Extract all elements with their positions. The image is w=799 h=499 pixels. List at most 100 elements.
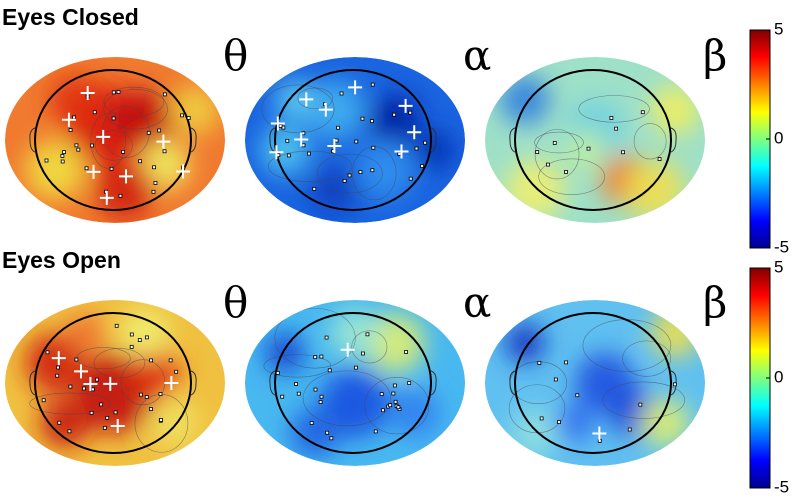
contour — [103, 86, 165, 117]
significant-cross — [294, 132, 309, 147]
head-outline — [514, 312, 672, 454]
electrode — [552, 140, 557, 145]
map-blob — [115, 90, 175, 150]
significant-cross — [394, 144, 409, 159]
significant-cross — [269, 145, 284, 160]
electrode — [553, 377, 558, 382]
contour — [316, 153, 383, 194]
electrode — [137, 338, 142, 342]
ear — [190, 127, 197, 153]
electrode — [535, 150, 540, 154]
contour — [93, 348, 146, 379]
electrode — [370, 119, 374, 123]
electrode — [56, 365, 60, 370]
ear — [430, 127, 437, 153]
significant-cross — [156, 134, 171, 149]
electrode — [342, 178, 347, 183]
electrode — [146, 130, 151, 135]
contour — [29, 392, 112, 415]
electrode — [388, 403, 393, 408]
band-label: θ — [223, 278, 248, 327]
contour — [364, 377, 430, 435]
electrode — [144, 335, 149, 340]
ear — [269, 127, 276, 153]
electrode — [546, 162, 550, 167]
electrode — [370, 82, 375, 87]
electrode — [82, 386, 86, 391]
electrode — [296, 391, 301, 396]
contour — [538, 158, 605, 195]
electrode — [334, 138, 339, 143]
electrode — [174, 369, 179, 374]
map-blob — [415, 130, 455, 170]
colorbar-tick-label: 5 — [774, 19, 783, 38]
ear — [190, 370, 197, 396]
significant-cross — [176, 164, 191, 179]
electrode — [159, 418, 163, 422]
significant-cross — [80, 86, 95, 101]
electrode — [638, 402, 643, 407]
electrode — [275, 371, 280, 375]
electrode — [280, 394, 285, 399]
electrode — [301, 131, 306, 136]
electrode — [152, 165, 156, 170]
topo-map — [5, 57, 225, 223]
map-blob — [140, 140, 190, 190]
significant-cross — [103, 376, 118, 391]
contour — [534, 129, 580, 180]
significant-cross — [99, 190, 114, 205]
electrode — [370, 168, 375, 173]
map-blob — [25, 140, 85, 200]
colorbar-tick-label: -5 — [774, 477, 789, 496]
map-blob — [565, 130, 605, 170]
contour — [622, 340, 672, 377]
electrode — [121, 150, 125, 154]
ear — [670, 127, 677, 153]
electrode — [360, 116, 365, 121]
electrode — [286, 153, 291, 158]
electrode — [391, 391, 396, 396]
contour — [263, 354, 332, 378]
significant-cross — [61, 112, 76, 127]
electrode — [621, 150, 625, 155]
contour — [351, 330, 388, 364]
electrode — [354, 139, 359, 144]
contour — [534, 131, 584, 154]
significant-cross — [74, 364, 89, 379]
significant-cross — [318, 102, 333, 117]
electrode — [92, 110, 97, 115]
significant-cross — [407, 125, 422, 140]
electrode — [640, 110, 645, 115]
electrode — [325, 430, 330, 435]
electrode — [186, 116, 191, 120]
significant-cross — [348, 80, 363, 95]
electrode — [396, 405, 401, 410]
ear — [430, 370, 437, 396]
band-label: α — [463, 278, 491, 327]
electrode — [151, 189, 156, 194]
electrode — [139, 392, 143, 397]
head-outline — [34, 69, 192, 211]
head-outline — [34, 312, 192, 454]
electrode — [168, 358, 173, 363]
significant-cross — [270, 116, 285, 131]
electrode — [381, 408, 385, 413]
electrode — [313, 387, 318, 392]
electrode — [360, 351, 365, 356]
map-blob — [260, 125, 310, 175]
significant-cross — [119, 169, 134, 184]
electrode — [301, 143, 306, 148]
electrode — [109, 166, 114, 171]
electrode — [278, 124, 283, 128]
contour — [297, 87, 333, 110]
electrode — [586, 146, 591, 151]
significant-cross — [398, 98, 413, 113]
electrode — [84, 166, 89, 171]
electrode — [312, 187, 317, 191]
electrode — [180, 113, 184, 118]
map-blob — [625, 160, 685, 220]
electrode — [339, 91, 344, 96]
electrode — [129, 344, 134, 349]
contour — [267, 150, 353, 182]
